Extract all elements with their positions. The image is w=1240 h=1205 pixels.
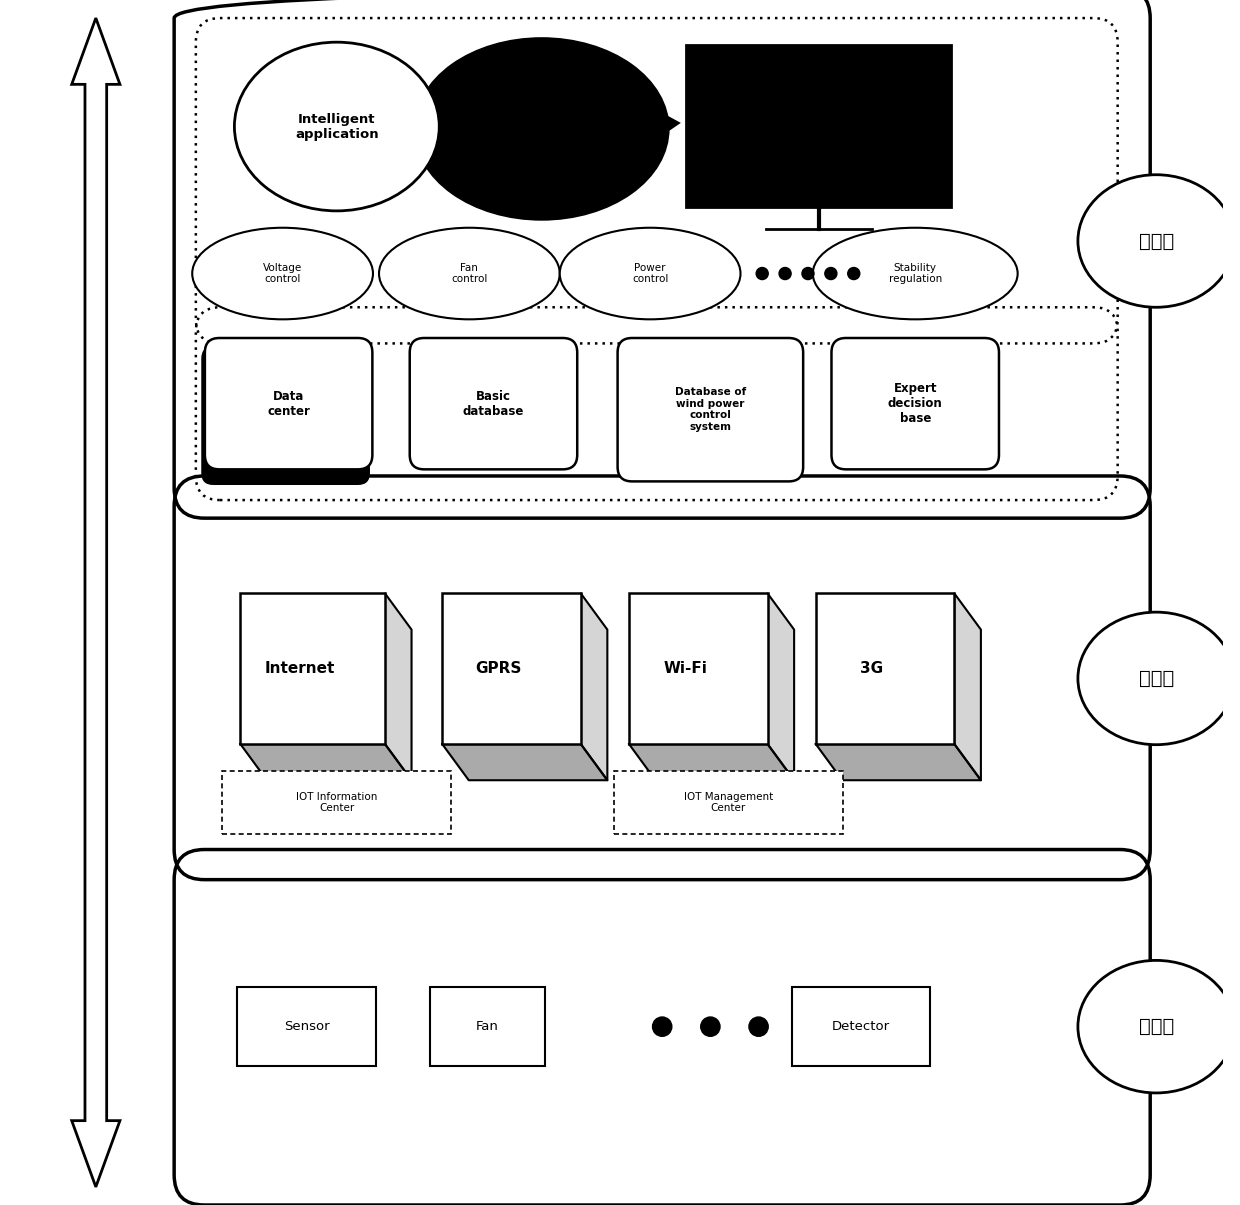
Bar	[443, 593, 580, 743]
FancyBboxPatch shape	[205, 337, 372, 469]
Bar	[791, 988, 930, 1066]
Text: Basic
database: Basic database	[463, 389, 525, 418]
Text: Fan
control: Fan control	[451, 263, 487, 284]
FancyBboxPatch shape	[832, 337, 999, 469]
Ellipse shape	[1078, 612, 1235, 745]
Text: Wi-Fi: Wi-Fi	[663, 662, 707, 676]
Text: GPRS: GPRS	[475, 662, 522, 676]
Polygon shape	[580, 594, 608, 781]
Ellipse shape	[1078, 960, 1235, 1093]
Ellipse shape	[1078, 175, 1235, 307]
Text: Detector: Detector	[832, 1021, 890, 1033]
Bar	[816, 593, 955, 743]
Text: Fan: Fan	[476, 1021, 498, 1033]
FancyBboxPatch shape	[618, 337, 804, 481]
Polygon shape	[636, 99, 681, 153]
Ellipse shape	[192, 228, 373, 319]
Bar	[614, 771, 843, 834]
Circle shape	[701, 1017, 720, 1036]
Ellipse shape	[415, 39, 668, 219]
Ellipse shape	[379, 228, 559, 319]
Circle shape	[756, 268, 769, 280]
Text: IOT Management
Center: IOT Management Center	[683, 792, 773, 813]
Bar	[686, 45, 951, 207]
Polygon shape	[629, 743, 794, 781]
Circle shape	[779, 268, 791, 280]
Text: Sensor: Sensor	[284, 1021, 330, 1033]
Text: Internet: Internet	[264, 662, 335, 676]
Text: Voltage
control: Voltage control	[263, 263, 303, 284]
Text: Intelligent
application: Intelligent application	[295, 112, 378, 141]
Polygon shape	[265, 130, 408, 211]
Polygon shape	[816, 743, 981, 781]
Polygon shape	[72, 18, 120, 1187]
Bar	[237, 988, 376, 1066]
Circle shape	[802, 268, 813, 280]
Circle shape	[848, 268, 859, 280]
Bar	[430, 988, 544, 1066]
Text: Stability
regulation: Stability regulation	[889, 263, 942, 284]
Polygon shape	[443, 743, 608, 781]
Ellipse shape	[559, 228, 740, 319]
Ellipse shape	[234, 42, 439, 211]
Text: IOT Information
Center: IOT Information Center	[296, 792, 377, 813]
Text: 感知层: 感知层	[1138, 1017, 1174, 1036]
Text: Power
control: Power control	[632, 263, 668, 284]
Text: Expert
decision
base: Expert decision base	[888, 382, 942, 425]
Text: Data
center: Data center	[267, 389, 310, 418]
Circle shape	[749, 1017, 769, 1036]
Polygon shape	[386, 594, 412, 781]
Circle shape	[825, 268, 837, 280]
Bar	[629, 593, 768, 743]
Circle shape	[652, 1017, 672, 1036]
Ellipse shape	[812, 228, 1018, 319]
FancyBboxPatch shape	[201, 347, 370, 484]
Bar	[241, 593, 386, 743]
Polygon shape	[241, 743, 412, 781]
Text: Database of
wind power
control
system: Database of wind power control system	[675, 387, 746, 433]
Polygon shape	[768, 594, 794, 781]
Text: 应用层: 应用层	[1138, 231, 1174, 251]
FancyBboxPatch shape	[409, 337, 578, 469]
Bar	[222, 771, 451, 834]
Polygon shape	[955, 594, 981, 781]
Text: 3G: 3G	[861, 662, 883, 676]
Text: 网络层: 网络层	[1138, 669, 1174, 688]
